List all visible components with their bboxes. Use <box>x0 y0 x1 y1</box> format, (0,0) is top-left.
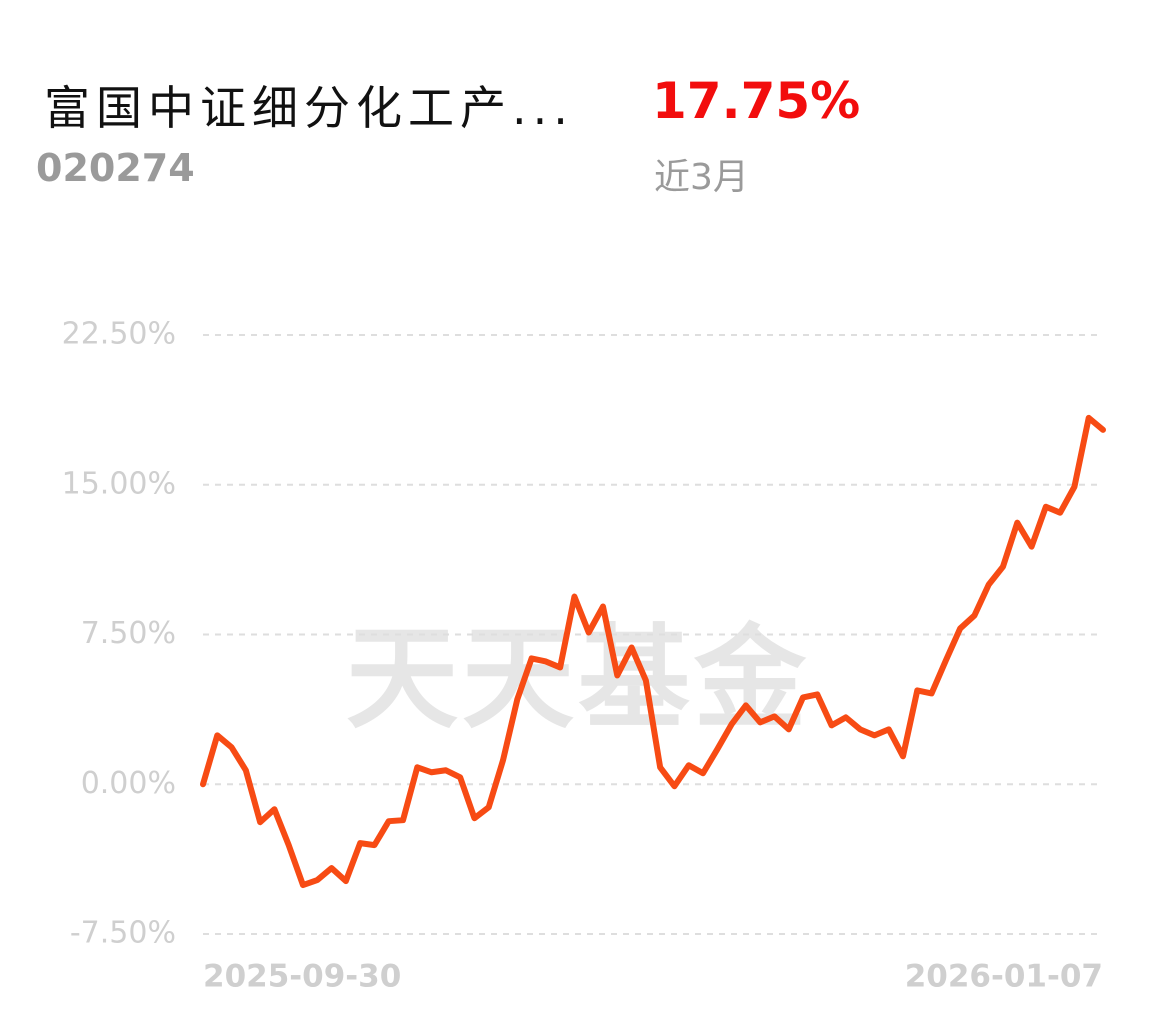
fund-name: 富国中证细分化工产... <box>44 81 574 135</box>
y-tick-label: 0.00% <box>81 766 176 801</box>
x-tick-label: 2025-09-30 <box>203 959 401 995</box>
fund-return: 17.75% <box>652 72 861 130</box>
y-tick-label: 22.50% <box>62 317 176 352</box>
return-period: 近3月 <box>654 157 749 198</box>
x-tick-label: 2026-01-07 <box>905 959 1103 995</box>
watermark: 天天基金 <box>346 614 810 744</box>
fund-code: 020274 <box>36 146 195 190</box>
y-tick-label: 7.50% <box>81 616 176 651</box>
y-tick-label: 15.00% <box>62 466 176 501</box>
line <box>200 414 1106 889</box>
y-tick-label: -7.50% <box>70 916 176 951</box>
